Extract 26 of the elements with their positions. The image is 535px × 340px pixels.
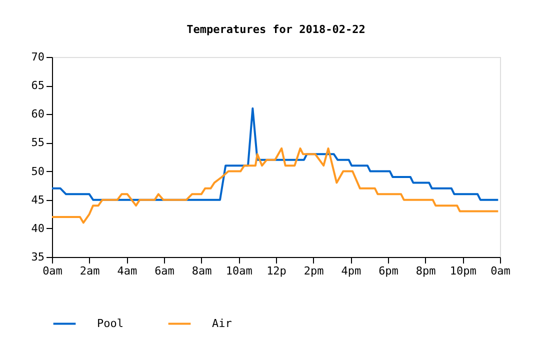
- line-series: [51, 147, 500, 224]
- y-tick-label: 50: [31, 164, 44, 178]
- x-tick-label: 12p: [266, 264, 286, 278]
- x-tick-label: 10pm: [450, 264, 477, 278]
- legend-label: Pool: [97, 316, 124, 330]
- legend-label: Air: [212, 316, 232, 330]
- y-tick-label: 55: [31, 136, 44, 150]
- line-series: [51, 107, 500, 201]
- x-tick-label: 6pm: [378, 264, 399, 278]
- x-tick-label: 0am: [42, 264, 63, 278]
- chart-title: Temperatures for 2018-02-22: [186, 23, 366, 36]
- y-tick-label: 60: [31, 108, 44, 121]
- x-tick-label: 4pm: [341, 264, 362, 278]
- x-tick-label: 2pm: [304, 264, 324, 278]
- x-tick-label: 0am: [490, 264, 511, 278]
- y-tick-label: 40: [31, 222, 44, 235]
- x-tick-label: 10am: [226, 264, 253, 278]
- x-tick-label: 8pm: [416, 264, 436, 278]
- y-tick-label: 70: [31, 50, 44, 64]
- y-tick-label: 45: [31, 193, 44, 206]
- x-tick-label: 2am: [80, 264, 100, 278]
- y-tick-label: 35: [31, 250, 44, 264]
- x-tick-label: 4am: [117, 264, 138, 278]
- y-tick-label: 65: [31, 79, 44, 92]
- x-tick-label: 6am: [154, 264, 175, 278]
- x-tick-label: 8am: [192, 264, 212, 278]
